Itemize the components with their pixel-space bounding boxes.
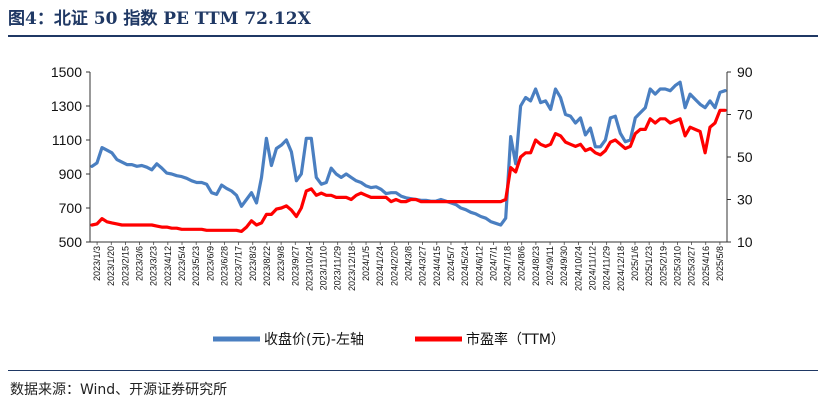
x-tick-label: 2023/3/23 [149,246,159,286]
x-tick-label: 2024/5/7 [446,246,456,281]
x-tick-label: 2023/4/12 [163,246,173,286]
x-tick-label: 2023/1/3 [92,246,102,281]
left-tick-label: 1300 [51,98,82,114]
left-tick-label: 700 [59,200,83,216]
x-tick-label: 2025/2/19 [658,246,668,286]
x-tick-label: 2023/6/9 [205,246,215,281]
x-tick-label: 2024/3/8 [404,246,414,281]
source-rule [8,370,818,371]
pe-ttm-line [90,108,727,233]
x-tick-label: 2023/5/4 [177,246,187,281]
left-tick-label: 1500 [51,64,82,80]
chart-lines [90,80,727,233]
x-tick-label: 2023/12/18 [347,246,357,291]
x-tick-label: 2024/5/24 [460,246,470,286]
x-tick-label: 2024/1/24 [375,246,385,286]
left-tick-label: 1100 [52,132,82,148]
x-tick-labels: 2023/1/3 2023/1/20 2023/2/15 2023/3/6 2023/3… [92,242,725,291]
x-tick-label: 2025/3/27 [687,246,697,286]
x-tick-label: 2024/4/15 [432,246,442,286]
x-tick-label: 2024/6/12 [474,246,484,286]
x-tick-label: 2023/7/17 [234,246,244,286]
x-tick-label: 2025/1/6 [630,246,640,281]
x-tick-label: 2023/8/3 [248,246,258,281]
x-tick-label: 2023/5/23 [191,246,201,286]
x-tick-label: 2023/11/29 [333,246,343,290]
legend-label-index: 收盘价(元)-左轴 [264,331,364,348]
index-close-line [90,80,727,227]
legend-label-pe: 市盈率（TTM） [466,331,565,348]
x-tick-label: 2025/4/16 [701,246,711,286]
x-tick-label: 2024/2/20 [389,246,399,286]
x-tick-label: 2024/11/12 [588,246,598,290]
x-tick-label: 2025/1/23 [644,246,654,286]
x-tick-label: 2023/1/20 [106,246,116,286]
chart-title: 图4：北证 50 指数 PE TTM 72.12X [8,9,311,29]
x-tick-label: 2024/3/27 [418,246,428,286]
chart-axes: 1500 1300 1100 900 700 500 90 70 50 30 10 [51,64,753,250]
right-tick-label: 70 [737,107,753,123]
right-tick-label: 10 [737,234,753,250]
x-tick-label: 2023/10/24 [304,246,314,291]
left-tick-label: 500 [59,234,83,250]
x-tick-label: 2023/9/27 [290,246,300,286]
chart-legend: 收盘价(元)-左轴 市盈率（TTM） [213,331,565,348]
x-tick-label: 2024/11/29 [602,246,612,290]
x-tick-label: 2025/3/10 [672,246,682,286]
source-note: 数据来源：Wind、开源证券研究所 [10,382,228,398]
right-tick-label: 90 [737,64,753,80]
x-tick-label: 2023/9/8 [276,246,286,281]
x-tick-label: 2023/11/10 [319,246,329,290]
x-tick-label: 2024/10/24 [573,246,583,291]
x-tick-label: 2023/2/15 [120,246,130,286]
x-tick-label: 2025/5/8 [715,246,725,281]
title-rule [8,35,818,37]
x-tick-label: 2024/9/30 [559,246,569,286]
x-tick-label: 2024/12/18 [616,246,626,291]
right-tick-label: 50 [737,149,753,165]
x-tick-label: 2023/3/6 [135,246,145,281]
x-tick-label: 2023/8/22 [262,246,272,286]
x-tick-label: 2024/7/1 [488,246,498,281]
x-tick-label: 2024/1/5 [361,246,371,281]
right-tick-label: 30 [737,192,753,208]
x-tick-label: 2023/6/28 [219,246,229,286]
x-tick-label: 2024/8/23 [531,246,541,286]
left-tick-label: 900 [59,166,83,182]
x-tick-label: 2024/8/6 [517,246,527,281]
x-tick-label: 2024/7/18 [503,246,513,286]
x-tick-label: 2024/9/11 [545,246,555,285]
